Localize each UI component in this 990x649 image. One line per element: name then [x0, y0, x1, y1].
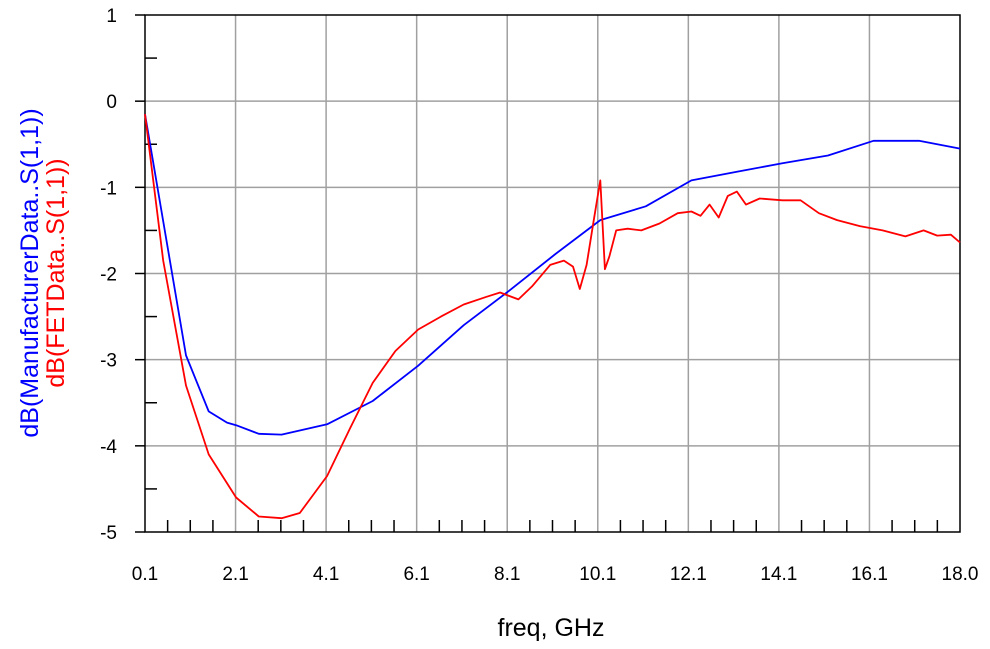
y-tick-label: 1	[106, 6, 117, 27]
x-tick-label: 0.1	[132, 564, 158, 585]
y-tick-label: 0	[106, 92, 117, 113]
x-tick-label: 12.1	[670, 564, 707, 585]
y-tick-label: -1	[100, 178, 117, 199]
x-axis-title: freq, GHz	[498, 614, 605, 642]
x-tick-label: 14.1	[760, 564, 797, 585]
y-axis-title-manufacturer: dB(ManufacturerData..S(1,1))	[16, 108, 44, 437]
plot-frame	[144, 14, 961, 533]
x-tick-label: 2.1	[222, 564, 248, 585]
minor-ticks	[135, 14, 939, 533]
y-tick-label: -3	[100, 351, 117, 372]
x-tick-label: 8.1	[494, 564, 520, 585]
series-group	[144, 113, 961, 520]
x-tick-label: 10.1	[579, 564, 616, 585]
x-tick-label: 16.1	[851, 564, 888, 585]
y-tick-label: -2	[100, 265, 117, 286]
x-tick-labels: 0.1 2.1 4.1 6.1 8.1 10.1 12.1 14.1 16.1 18.0	[132, 564, 979, 585]
y-axis-title-fet: dB(FETData..S(1,1))	[42, 158, 70, 387]
x-tick-label: 4.1	[313, 564, 339, 585]
grid-lines	[145, 15, 960, 532]
y-tick-labels: 1 0 -1 -2 -3 -4 -5	[100, 6, 117, 544]
series-line-manufacturer	[144, 113, 961, 436]
y-tick-label: -5	[100, 523, 117, 544]
x-tick-label: 18.0	[942, 564, 979, 585]
series-line-fet	[144, 113, 961, 520]
y-tick-label: -4	[100, 437, 117, 458]
x-tick-label: 6.1	[403, 564, 429, 585]
